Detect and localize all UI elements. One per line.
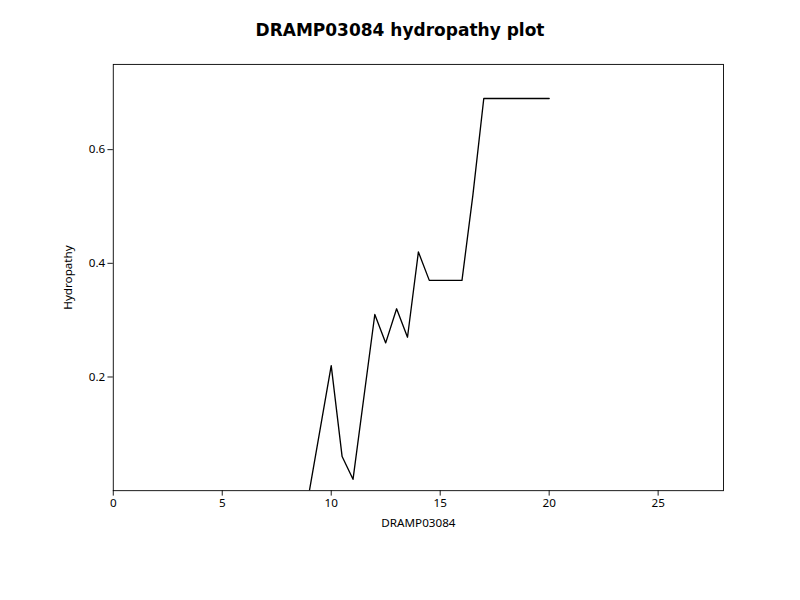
svg-text:15: 15 <box>434 495 447 510</box>
svg-text:10: 10 <box>325 495 339 510</box>
svg-text:0.4: 0.4 <box>89 255 106 270</box>
html-text:DRAMP03084 hydropathy plot: DRAMP03084 hydropathy plot <box>255 20 545 40</box>
svg-text:DRAMP03084: DRAMP03084 <box>381 515 456 530</box>
svg-text:Hydropathy: Hydropathy <box>60 245 75 310</box>
svg-text:20: 20 <box>542 495 556 510</box>
svg-text:0: 0 <box>110 495 117 510</box>
svg-text:25: 25 <box>651 495 664 510</box>
svg-text:5: 5 <box>219 495 226 510</box>
svg-text:0.2: 0.2 <box>89 369 106 384</box>
svg-text:0.6: 0.6 <box>89 141 106 156</box>
